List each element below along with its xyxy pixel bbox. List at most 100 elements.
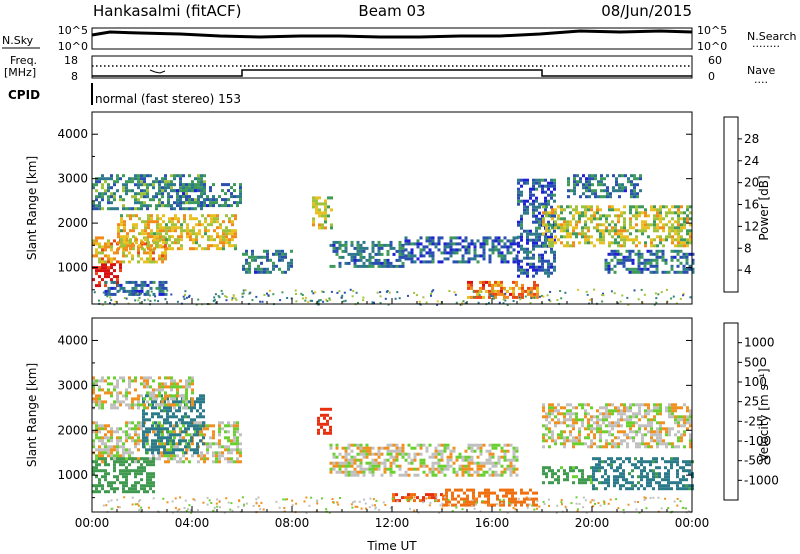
velocity-cell (628, 457, 631, 461)
power-cell (455, 260, 459, 264)
power-cell (497, 251, 501, 255)
velocity-cell (590, 478, 593, 482)
velocity-cell (258, 504, 261, 507)
velocity-cell (689, 442, 692, 446)
velocity-cell (677, 430, 680, 434)
power-cell (383, 264, 387, 268)
velocity-cell (323, 416, 326, 420)
velocity-cell (608, 409, 611, 413)
velocity-cell (466, 503, 469, 507)
velocity-cell (479, 461, 483, 465)
velocity-cell (680, 424, 683, 428)
power-cell (123, 229, 126, 233)
power-cell (437, 260, 441, 264)
velocity-cell (193, 424, 196, 428)
power-cell (110, 278, 113, 282)
power-cell (593, 214, 596, 218)
power-cell (183, 217, 186, 221)
velocity-cell (104, 457, 107, 461)
power-cell (523, 208, 526, 212)
velocity-cell (531, 504, 534, 507)
velocity-cell (160, 409, 163, 413)
power-cell (257, 267, 260, 271)
power-cell (440, 251, 444, 255)
velocity-cell (98, 454, 101, 458)
velocity-cell (359, 467, 363, 471)
velocity-cell (161, 424, 164, 428)
power-cell (210, 235, 213, 239)
velocity-cell (110, 481, 113, 485)
velocity-cell (262, 508, 265, 511)
colorbar-tick-label: 8 (744, 241, 752, 255)
power-cell (206, 195, 209, 199)
power-cell (167, 180, 170, 184)
velocity-cell (425, 493, 428, 497)
power-cell (668, 220, 671, 224)
velocity-cell (554, 409, 557, 413)
velocity-cell (479, 449, 483, 453)
power-cell (541, 268, 544, 272)
power-cell (541, 178, 544, 182)
power-cell (180, 238, 183, 242)
velocity-cell (169, 421, 172, 425)
power-cell (672, 295, 675, 298)
velocity-cell (557, 433, 560, 437)
velocity-cell (662, 442, 665, 446)
velocity-cell (488, 461, 492, 465)
velocity-cell (671, 406, 674, 410)
velocity-cell (359, 446, 363, 450)
power-cell (550, 223, 553, 227)
power-cell (177, 226, 180, 230)
velocity-cell (608, 424, 611, 428)
power-cell (629, 217, 632, 221)
velocity-cell (665, 433, 668, 437)
velocity-cell (98, 481, 101, 485)
velocity-cell (689, 424, 692, 428)
velocity-cell (512, 464, 516, 468)
velocity-cell (407, 443, 411, 447)
velocity-cell (101, 388, 104, 392)
power-cell (312, 202, 315, 206)
velocity-cell (476, 467, 480, 471)
power-cell (161, 257, 164, 261)
power-cell (617, 208, 620, 212)
cpid-label: CPID (8, 88, 40, 102)
power-cell (254, 270, 257, 274)
velocity-cell (116, 498, 119, 501)
velocity-cell (491, 443, 495, 447)
velocity-cell (620, 412, 623, 416)
velocity-cell (615, 498, 618, 501)
power-cell (688, 252, 692, 256)
power-cell (601, 294, 604, 296)
velocity-cell (182, 406, 185, 410)
power-cell (225, 232, 228, 236)
power-cell (359, 252, 363, 256)
velocity-cell (503, 467, 507, 471)
power-cell (685, 255, 689, 259)
velocity-cell (581, 472, 584, 476)
power-cell (605, 229, 608, 233)
power-cell (554, 226, 557, 230)
velocity-cell (92, 376, 95, 380)
power-cell (110, 174, 113, 178)
power-cell (158, 283, 162, 287)
power-cell (683, 241, 686, 245)
power-cell (623, 211, 626, 215)
velocity-cell (680, 418, 683, 422)
power-cell (171, 220, 174, 224)
velocity-cell (515, 449, 519, 453)
power-cell (98, 260, 101, 264)
velocity-cell (668, 406, 671, 410)
power-cell (617, 217, 620, 221)
power-cell (212, 201, 215, 205)
power-cell (674, 238, 677, 242)
velocity-cell (482, 443, 486, 447)
power-cell (616, 261, 620, 265)
velocity-cell (542, 409, 545, 413)
velocity-cell (445, 503, 448, 507)
velocity-cell (206, 445, 209, 449)
velocity-cell (680, 439, 683, 443)
power-cell (644, 220, 647, 224)
power-cell (104, 284, 107, 288)
